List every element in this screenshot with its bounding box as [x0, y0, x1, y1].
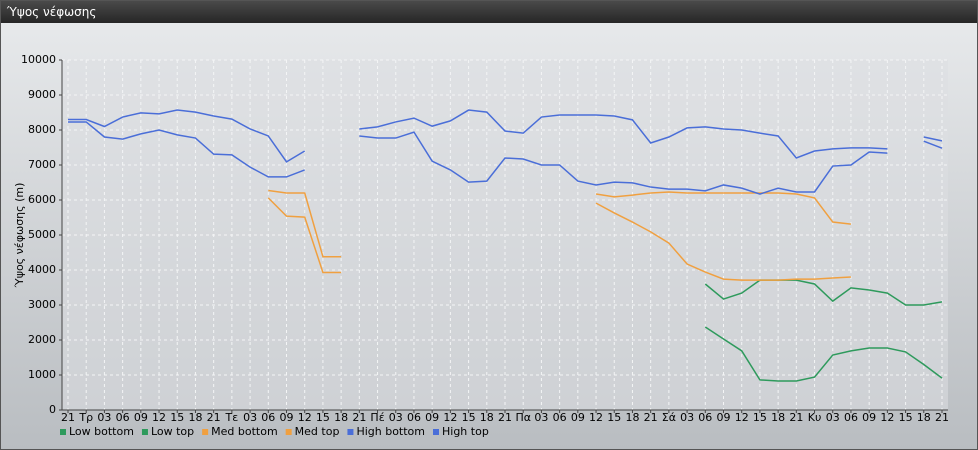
x-tick-label: 21 [935, 411, 949, 424]
x-tick-label: 15 [462, 411, 476, 424]
legend-swatch [285, 429, 292, 435]
y-tick-label: 7000 [28, 158, 56, 171]
x-tick-label: 03 [826, 411, 840, 424]
legend-label: Med top [295, 425, 340, 438]
legend-label: Low top [151, 425, 194, 438]
x-tick-label: Τε [225, 411, 239, 424]
x-tick-label: 15 [607, 411, 621, 424]
x-tick-label: 18 [334, 411, 348, 424]
x-tick-label: 21 [789, 411, 803, 424]
x-tick-label: 03 [97, 411, 111, 424]
y-tick-label: 0 [49, 403, 56, 416]
legend-swatch [347, 429, 354, 435]
y-tick-label: 9000 [28, 88, 56, 101]
x-tick-label: 21 [61, 411, 75, 424]
x-tick-label: 09 [134, 411, 148, 424]
y-tick-label: 5000 [28, 228, 56, 241]
y-tick-label: 6000 [28, 193, 56, 206]
x-tick-label: 18 [188, 411, 202, 424]
x-tick-label: 18 [625, 411, 639, 424]
series-line [704, 326, 943, 382]
x-tick-label: 12 [298, 411, 312, 424]
y-tick-label: 3000 [28, 298, 56, 311]
x-tick-label: Σά [662, 411, 676, 424]
x-tick-label: 03 [680, 411, 694, 424]
y-axis-label: Ύψος νέφωσης (m) [13, 183, 26, 289]
x-tick-label: 03 [534, 411, 548, 424]
x-tick-label: 18 [917, 411, 931, 424]
x-tick-label: 09 [571, 411, 585, 424]
x-tick-label: 21 [498, 411, 512, 424]
series-line [68, 109, 943, 163]
legend-label: High top [442, 425, 489, 438]
x-tick-label: 12 [589, 411, 603, 424]
window-title: Ύψος νέφωσης [1, 1, 977, 23]
x-tick-label: 21 [644, 411, 658, 424]
x-tick-label: Τρ [78, 411, 93, 424]
x-tick-label: 12 [443, 411, 457, 424]
x-tick-label: 06 [698, 411, 712, 424]
x-tick-label: Πα [515, 411, 531, 424]
legend-swatch [433, 429, 439, 435]
series-line [704, 279, 943, 306]
x-tick-label: 15 [753, 411, 767, 424]
y-tick-label: 8000 [28, 123, 56, 136]
x-tick-label: 12 [735, 411, 749, 424]
x-tick-label: 12 [152, 411, 166, 424]
y-tick-label: 2000 [28, 333, 56, 346]
y-tick-label: 1000 [28, 368, 56, 381]
x-tick-label: 03 [243, 411, 257, 424]
y-tick-label: 10000 [21, 53, 56, 66]
x-tick-label: 15 [316, 411, 330, 424]
x-tick-label: 12 [880, 411, 894, 424]
x-tick-label: 06 [116, 411, 130, 424]
x-tick-label: 09 [280, 411, 294, 424]
x-tick-label: 06 [407, 411, 421, 424]
x-tick-label: 03 [389, 411, 403, 424]
x-tick-label: 09 [717, 411, 731, 424]
legend-swatch [141, 429, 148, 435]
y-tick-label: 4000 [28, 263, 56, 276]
series-line [267, 197, 852, 281]
x-tick-label: 09 [425, 411, 439, 424]
x-tick-label: 15 [899, 411, 913, 424]
x-tick-label: 06 [553, 411, 567, 424]
x-tick-label: 06 [261, 411, 275, 424]
legend-swatch [60, 429, 66, 435]
x-tick-label: 06 [844, 411, 858, 424]
legend-label: High bottom [356, 425, 425, 438]
legend-label: Low bottom [69, 425, 134, 438]
series-line [68, 121, 943, 195]
series-line [268, 189, 852, 258]
legend-label: Med bottom [211, 425, 278, 438]
x-tick-label: Κυ [808, 411, 822, 424]
x-tick-label: 21 [352, 411, 366, 424]
legend-swatch [202, 429, 209, 435]
x-tick-label: Πέ [370, 411, 384, 424]
x-tick-label: 18 [480, 411, 494, 424]
x-tick-label: 18 [771, 411, 785, 424]
x-tick-label: 15 [170, 411, 184, 424]
x-tick-label: 09 [862, 411, 876, 424]
x-tick-label: 21 [207, 411, 221, 424]
